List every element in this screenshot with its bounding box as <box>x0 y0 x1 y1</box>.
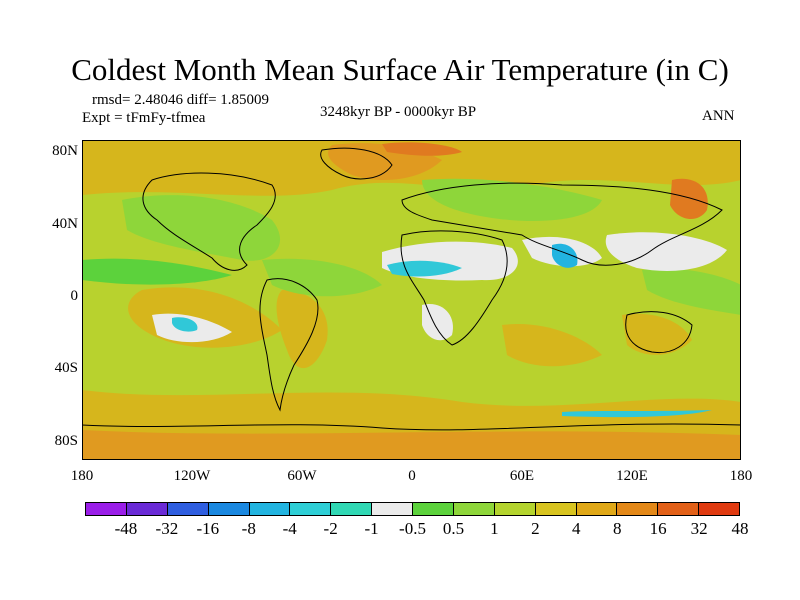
colorbar-label: -4 <box>282 519 297 538</box>
chart-title: Coldest Month Mean Surface Air Temperatu… <box>71 52 729 87</box>
colorbar-segment <box>535 503 577 515</box>
colorbar-label: -48 <box>114 519 138 538</box>
south-pacific-cool <box>172 317 198 332</box>
colorbar-segment <box>576 503 618 515</box>
colorbar-segment <box>86 503 127 515</box>
east-asia-neutral <box>605 232 727 271</box>
colorbar-label: 0.5 <box>442 519 465 538</box>
colorbar-segment <box>617 503 659 515</box>
colorbar-segment <box>494 503 536 515</box>
colorbar-label: 48 <box>731 519 749 538</box>
lat-label-80n: 80N <box>52 143 78 159</box>
lat-label-80s: 80S <box>54 433 78 449</box>
north-america-outline <box>142 172 276 271</box>
colorbar-segment <box>331 503 373 515</box>
tropical-atlantic-green <box>262 258 382 297</box>
south-america-warm <box>276 290 328 369</box>
colorbar-label: 4 <box>572 519 581 538</box>
antarctica-outline <box>82 423 741 431</box>
colorbar <box>85 502 740 516</box>
colorbar-segment <box>290 503 332 515</box>
period-label: 3248kyr BP - 0000kyr BP <box>320 104 477 120</box>
colorbar-segment <box>372 503 413 515</box>
coastlines <box>82 147 741 431</box>
colorbar-segment <box>249 503 291 515</box>
africa-outline <box>400 230 508 346</box>
lon-label-60e: 60E <box>509 468 535 484</box>
stats-text: rmsd= 2.48046 diff= 1.85009 <box>92 92 270 108</box>
colorbar-label: 1 <box>490 519 499 538</box>
pacific-green <box>642 268 741 315</box>
lon-label-120w: 120W <box>173 468 211 484</box>
colorbar-label: -8 <box>241 519 256 538</box>
siberia-hot <box>670 178 708 220</box>
lon-label-180w: 180 <box>70 468 94 484</box>
lon-label-120e: 120E <box>616 468 648 484</box>
antarctic-warm <box>82 430 741 460</box>
australia-warm <box>622 313 692 355</box>
colorbar-segment <box>658 503 700 515</box>
sahel-cool <box>387 260 462 277</box>
colorbar-label: -16 <box>196 519 220 538</box>
temperature-map <box>82 140 741 460</box>
australia-outline <box>625 311 693 354</box>
lon-label-180e: 180 <box>729 468 753 484</box>
colorbar-label: -0.5 <box>399 519 426 538</box>
season-label: ANN <box>702 108 735 124</box>
colorbar-label: -1 <box>364 519 379 538</box>
eurasia-outline <box>401 182 723 266</box>
antarctic-coast-cool <box>562 410 712 418</box>
colorbar-segment <box>167 503 209 515</box>
lon-label-60w: 60W <box>287 468 317 484</box>
lon-label-0: 0 <box>408 468 416 484</box>
lat-label-0: 0 <box>70 288 79 304</box>
colorbar-label: 16 <box>649 519 667 538</box>
colorbar-segment <box>126 503 168 515</box>
colorbar-segment <box>413 503 454 515</box>
colorbar-segment <box>699 503 739 515</box>
lat-label-40s: 40S <box>54 360 78 376</box>
arctic-hot <box>382 142 462 156</box>
map-border <box>82 140 741 460</box>
colorbar-segment <box>208 503 250 515</box>
lat-label-40n: 40N <box>52 216 78 232</box>
eurasia-green <box>422 178 602 221</box>
map-canvas <box>82 140 741 460</box>
south-america-outline <box>259 278 319 412</box>
colorbar-segment <box>453 503 495 515</box>
colorbar-label: 8 <box>612 519 622 538</box>
tropics-cool-green <box>82 258 232 285</box>
indian-ocean-warm <box>502 324 602 367</box>
colorbar-label: 32 <box>690 519 708 538</box>
experiment-label: Expt = tFmFy-tfmea <box>82 110 206 126</box>
india-cool <box>552 243 578 268</box>
colorbar-label: -2 <box>323 519 338 538</box>
colorbar-label: 2 <box>531 519 540 538</box>
colorbar-label: -32 <box>155 519 179 538</box>
greenland-outline <box>320 147 393 180</box>
